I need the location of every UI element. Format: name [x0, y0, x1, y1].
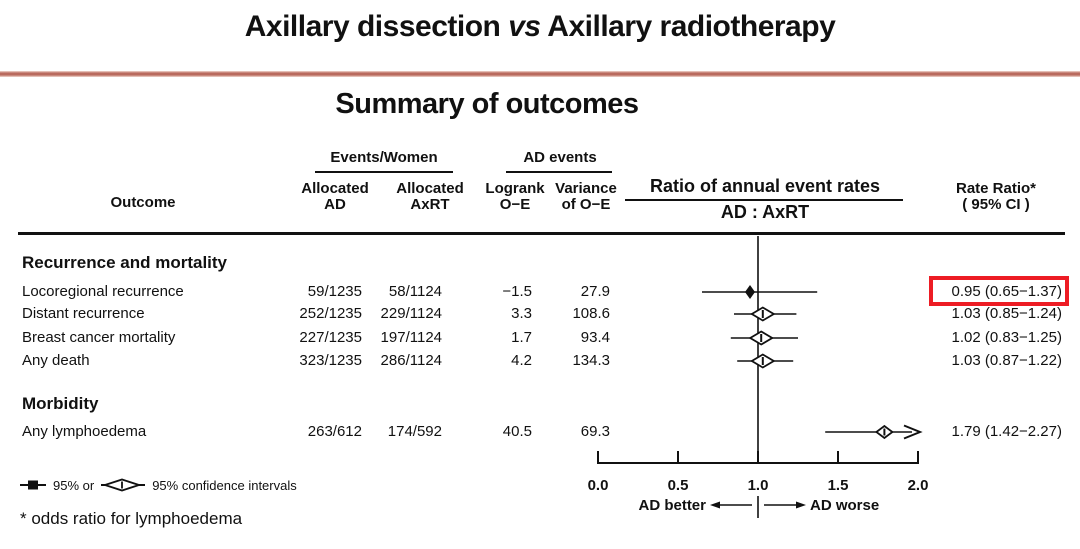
- col-header-ad-axrt: AD : AxRT: [720, 202, 810, 222]
- variance-oe: 134.3: [572, 352, 610, 369]
- col-header-allocated-axrt: Allocated AxRT: [396, 180, 464, 213]
- section-recurrence-mortality: Recurrence and mortality: [22, 253, 228, 272]
- title-part2: Axillary radiotherapy: [540, 10, 836, 43]
- logrank-oe: 3.3: [511, 305, 532, 322]
- events-ad: 227/1235: [299, 329, 362, 346]
- logrank-oe: −1.5: [502, 283, 532, 300]
- logrank-oe: 40.5: [502, 423, 532, 440]
- rate-ratio-ci: 1.03 (0.87−1.22): [951, 352, 1062, 369]
- outcome-label: Any death: [22, 352, 90, 369]
- solid-square-ci-icon: [20, 480, 46, 490]
- events-ad: 59/1235: [307, 283, 362, 300]
- events-women-underline: [315, 171, 453, 173]
- x-axis-tick-label: 1.0: [748, 477, 769, 494]
- events-axrt: 229/1124: [380, 305, 442, 322]
- title-divider-line: [0, 71, 1080, 77]
- table-row: Any death 323/1235 286/1124 4.2 134.3 1.…: [0, 350, 1080, 372]
- variance-oe: 69.3: [580, 423, 610, 440]
- ratio-underline: [625, 199, 903, 201]
- variance-oe: 108.6: [572, 305, 610, 322]
- outcome-label: Locoregional recurrence: [22, 283, 184, 300]
- outcome-label: Breast cancer mortality: [22, 329, 176, 346]
- table-row: Any lymphoedema 263/612 174/592 40.5 69.…: [0, 421, 1080, 443]
- rate-ratio-ci: 1.03 (0.85−1.24): [951, 305, 1062, 322]
- col-header-variance: Variance of O−E: [555, 180, 617, 213]
- legend-label-2: 95% confidence intervals: [152, 477, 297, 493]
- solid-diamond-marker: [745, 285, 755, 299]
- rate-ratio-ci: 1.02 (0.83−1.25): [951, 329, 1062, 346]
- group-header-events-women: Events/Women: [330, 149, 438, 166]
- rate-ratio-ci: 0.95 (0.65−1.37): [951, 283, 1062, 300]
- col-header-outcome: Outcome: [110, 194, 176, 211]
- right-arrowhead: [796, 501, 806, 509]
- table-row: Breast cancer mortality 227/1235 197/112…: [0, 327, 1080, 349]
- events-ad: 323/1235: [299, 352, 362, 369]
- events-axrt: 197/1124: [380, 329, 442, 346]
- title-vs: vs: [508, 10, 541, 43]
- table-row: Distant recurrence 252/1235 229/1124 3.3…: [0, 303, 1080, 325]
- variance-oe: 27.9: [580, 283, 610, 300]
- events-axrt: 174/592: [387, 423, 442, 440]
- section-morbidity: Morbidity: [22, 394, 99, 413]
- logrank-oe: 1.7: [511, 329, 532, 346]
- slide-title: Axillary dissection vs Axillary radiothe…: [0, 10, 1080, 44]
- table-row: Locoregional recurrence 59/1235 58/1124 …: [0, 281, 1080, 303]
- figure-title: Summary of outcomes: [335, 88, 639, 120]
- x-axis-tick-label: 2.0: [908, 477, 929, 494]
- events-ad: 252/1235: [299, 305, 362, 322]
- col-header-logrank: Logrank O−E: [485, 180, 545, 213]
- outcome-label: Distant recurrence: [22, 305, 145, 322]
- group-header-ad-events: AD events: [523, 149, 597, 166]
- variance-oe: 93.4: [580, 329, 610, 346]
- group-header-ratio: Ratio of annual event rates: [649, 176, 881, 196]
- ad-events-underline: [506, 171, 612, 173]
- rate-ratio-ci: 1.79 (1.42−2.27): [951, 423, 1062, 440]
- x-axis-tick-label: 1.5: [828, 477, 849, 494]
- left-arrowhead: [710, 501, 720, 509]
- ci-clipped-arrowhead: [903, 424, 923, 440]
- col-header-rate-ratio: Rate Ratio*( 95% CI ): [955, 180, 1037, 213]
- x-axis-tick-label: 0.0: [588, 477, 609, 494]
- footnote: * odds ratio for lymphoedema: [20, 509, 243, 528]
- header-rule: [18, 232, 1065, 235]
- events-ad: 263/612: [307, 423, 362, 440]
- logrank-oe: 4.2: [511, 352, 532, 369]
- open-diamond-ci-icon: [101, 478, 146, 492]
- title-part1: Axillary dissection: [244, 10, 509, 43]
- ad-better-label: AD better: [638, 497, 706, 514]
- outcome-label: Any lymphoedema: [22, 423, 147, 440]
- events-axrt: 286/1124: [380, 352, 442, 369]
- ci-legend: 95% or 95% confidence intervals: [20, 477, 297, 493]
- events-axrt: 58/1124: [388, 283, 442, 300]
- ad-worse-label: AD worse: [810, 497, 879, 514]
- highlight-box: [929, 276, 1069, 306]
- col-header-allocated-ad: Allocated AD: [301, 180, 369, 213]
- legend-label-1: 95% or: [53, 477, 95, 493]
- x-axis-tick-label: 0.5: [668, 477, 689, 494]
